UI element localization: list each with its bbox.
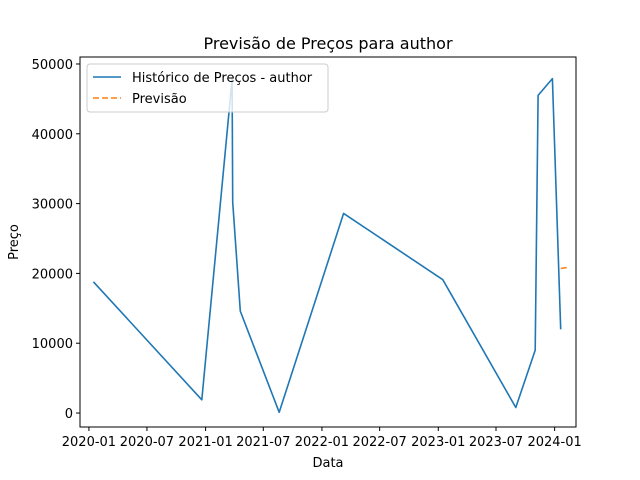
- y-tick-label: 10000: [32, 337, 73, 352]
- y-tick-label: 40000: [32, 128, 73, 143]
- x-tick-label: 2021-07: [236, 435, 290, 450]
- y-tick-label: 20000: [32, 267, 73, 282]
- series-layer: [92, 77, 570, 414]
- y-axis: 0 10000 20000 30000 40000 50000: [32, 58, 80, 422]
- y-axis-label: Preço: [7, 224, 22, 260]
- x-axis-label: Data: [312, 456, 343, 471]
- chart-title: Previsão de Preços para author: [203, 34, 452, 53]
- x-tick-label: 2024-01: [527, 435, 581, 450]
- legend-label: Histórico de Preços - author: [132, 71, 313, 86]
- x-axis: 2020-01 2020-07 2021-01 2021-07 2022-01 2022-…: [62, 427, 582, 450]
- x-tick-label: 2023-01: [411, 435, 465, 450]
- y-tick-label: 0: [65, 407, 73, 422]
- legend: Histórico de Preços - author Previsão: [86, 63, 329, 113]
- legend-label: Previsão: [132, 92, 187, 107]
- x-tick-label: 2022-07: [352, 435, 406, 450]
- x-tick-label: 2020-01: [62, 435, 116, 450]
- forecast-series-line: [560, 266, 570, 270]
- y-tick-label: 50000: [32, 58, 73, 73]
- history-series-line: [92, 77, 562, 414]
- x-tick-label: 2022-01: [295, 435, 349, 450]
- plot-area: [79, 56, 577, 428]
- x-tick-label: 2020-07: [120, 435, 174, 450]
- x-tick-label: 2023-07: [469, 435, 523, 450]
- y-tick-label: 30000: [32, 198, 73, 213]
- x-tick-label: 2021-01: [178, 435, 232, 450]
- legend-box: [86, 63, 329, 113]
